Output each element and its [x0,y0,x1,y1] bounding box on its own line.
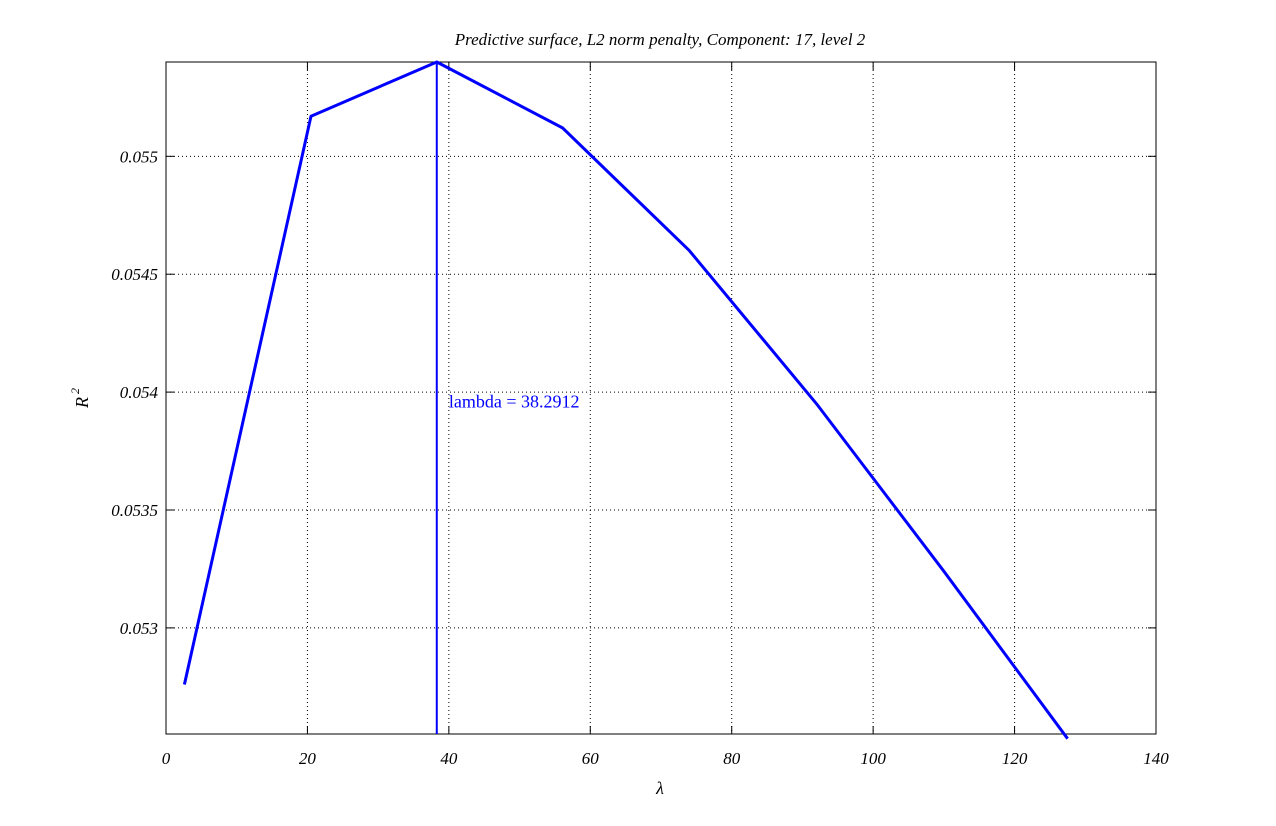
y-tick-label: 0.055 [120,147,158,166]
x-tick-label: 0 [162,749,171,768]
svg-text:R2: R2 [68,388,92,409]
y-tick-label: 0.0535 [111,501,158,520]
plot-frame [165,61,1157,735]
x-tick-label: 60 [582,749,600,768]
y-tick-label: 0.0545 [111,265,158,284]
x-axis-label: λ [655,778,664,798]
x-tick-label: 100 [860,749,886,768]
x-tick-labels: 0 20 40 60 80 100 120 140 [162,749,1170,768]
chart-title: Predictive surface, L2 norm penalty, Com… [454,30,866,49]
r2-line [182,60,1069,740]
ticks-layer [165,62,1157,734]
y-axis-label: R [72,397,92,409]
lambda-annotation: lambda = 38.2912 [449,392,580,412]
x-tick-label: 20 [299,749,317,768]
y-tick-labels: 0.053 0.0535 0.054 0.0545 0.055 [111,147,158,638]
x-tick-label: 40 [440,749,458,768]
x-tick-label: 80 [723,749,741,768]
x-tick-label: 120 [1002,749,1028,768]
data-layer [182,60,1069,740]
y-axis-label-group: R2 [68,388,92,409]
y-axis-label-superscript: 2 [68,388,82,394]
grid-layer [166,62,1156,734]
y-tick-label: 0.053 [120,619,158,638]
y-tick-label: 0.054 [120,383,159,402]
x-tick-label: 140 [1143,749,1169,768]
